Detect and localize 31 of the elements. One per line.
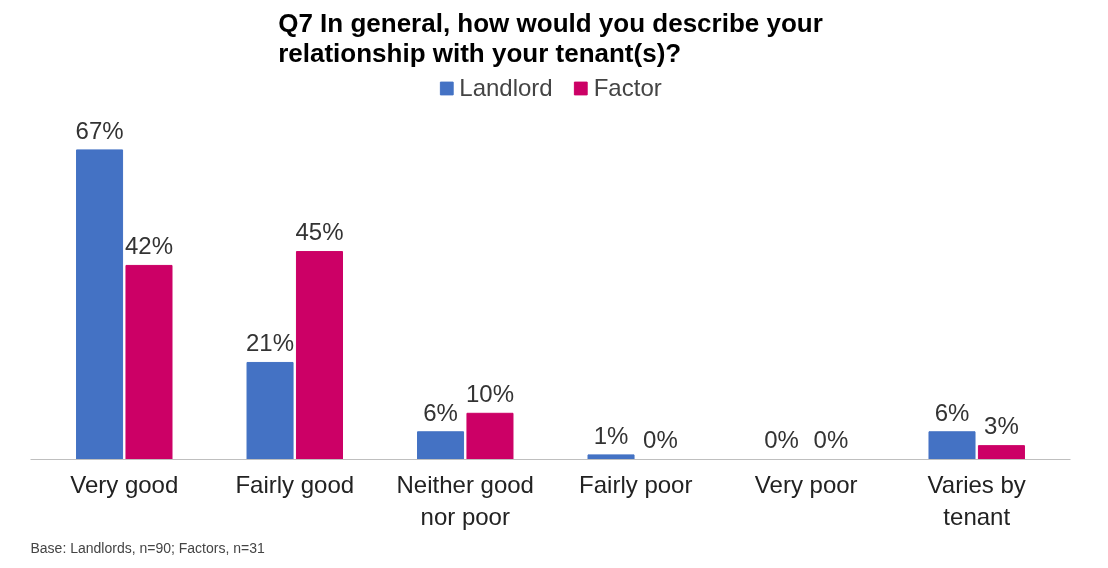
text: Base: Landlords, n=90; Factors, n=31 (30, 539, 265, 556)
data-label: 6% (423, 398, 458, 426)
x-tick-label: Neither good nor poor (396, 470, 534, 530)
x-tick-label: Varies by tenant (927, 470, 1026, 530)
data-label: 0% (813, 426, 849, 454)
x-tick-label: Fairly good (235, 470, 355, 498)
legend-label: Landlord (459, 74, 553, 102)
chart-title: Q7 In general, how would you describe your relationship with your tenant(s)? (278, 7, 823, 68)
bar (246, 361, 294, 460)
bar (76, 149, 124, 460)
data-label: 6% (934, 398, 970, 426)
bar (977, 445, 1025, 460)
bar (295, 251, 343, 460)
data-label: 10% (465, 380, 514, 408)
data-label: 42% (124, 232, 174, 260)
data-label: 21% (246, 329, 295, 357)
data-label: 45% (295, 218, 344, 246)
bar (587, 454, 635, 460)
data-label: 67% (75, 116, 124, 144)
bar (466, 412, 514, 460)
data-label: 0% (764, 426, 799, 454)
x-tick-label: Fairly poor (579, 470, 693, 498)
data-label: 0% (643, 426, 678, 454)
bar (125, 264, 173, 460)
data-label: 1% (593, 421, 629, 449)
bar (417, 431, 465, 460)
data-label: 3% (984, 412, 1019, 440)
x-tick-label: Very poor (754, 470, 858, 498)
x-tick-label: Very good (70, 470, 179, 498)
bar (928, 431, 976, 460)
legend-label: Factor (593, 74, 662, 102)
